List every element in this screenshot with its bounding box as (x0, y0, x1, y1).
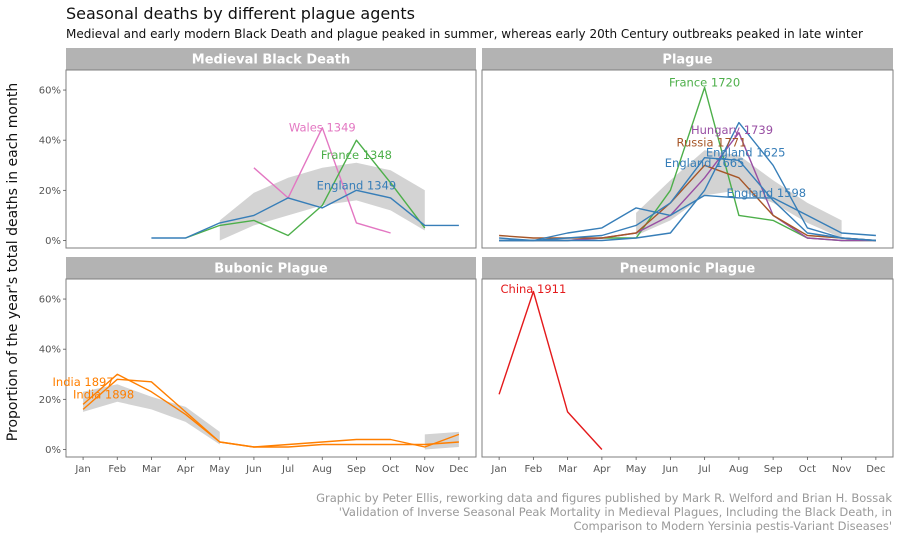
y-tick-label: 0% (45, 236, 61, 247)
chart-subtitle: Medieval and early modern Black Death an… (66, 27, 863, 41)
panel-plot-area (481, 278, 894, 458)
series-label-england-1625: England 1625 (706, 146, 786, 160)
x-tick-label: Jul (698, 464, 711, 475)
series-line-england-1665 (499, 121, 876, 242)
smoothed-range-ribbon (636, 150, 842, 238)
facet-strip (482, 48, 893, 70)
x-tick-label: Jun (662, 464, 679, 475)
x-tick-label: Oct (799, 464, 816, 475)
x-tick-label: Jan (74, 464, 90, 475)
series-label-wales-1349: Wales 1349 (289, 121, 356, 135)
series-line-wales-1349 (253, 126, 391, 234)
series-label-china-1911: China 1911 (501, 282, 567, 296)
series-label-england-1349: England 1349 (317, 178, 397, 192)
y-tick-label: 60% (39, 86, 61, 97)
facet-strip (66, 48, 476, 70)
x-tick-label: Mar (558, 464, 578, 475)
series-label-england-1598: England 1598 (726, 186, 806, 200)
series-label-england-1665: England 1665 (665, 156, 745, 170)
x-tick-label: Nov (832, 464, 852, 475)
smoothed-range-ribbon (219, 162, 425, 241)
series-line-india-1898 (82, 373, 460, 448)
caption: Graphic by Peter Ellis, reworking data a… (316, 491, 892, 533)
y-tick-label: 20% (39, 186, 61, 197)
caption-line-1: Graphic by Peter Ellis, reworking data a… (316, 491, 892, 505)
facet-strip (66, 257, 476, 279)
series-line-england-1349 (151, 189, 459, 239)
chart-title: Seasonal deaths by different plague agen… (66, 4, 415, 23)
x-tick-label: Feb (525, 464, 543, 475)
panel-plot-area (65, 278, 477, 458)
panel-medieval-black-death: Medieval Black Death Wales 1349 France 134… (39, 48, 477, 249)
facet-strip-label: Pneumonic Plague (620, 262, 756, 277)
y-tick-label: 20% (39, 395, 61, 406)
x-tick-label: Apr (177, 464, 195, 475)
x-tick-label: Apr (593, 464, 611, 475)
facet-strip-label: Bubonic Plague (214, 262, 328, 277)
facet-panels: Medieval Black Death Wales 1349 France 134… (39, 48, 894, 475)
x-tick-label: Mar (142, 464, 162, 475)
y-tick-label: 60% (39, 295, 61, 306)
x-tick-label: Jul (281, 464, 294, 475)
y-tick-label: 40% (39, 345, 61, 356)
y-tick-label: 0% (45, 445, 61, 456)
facet-strip (482, 257, 893, 279)
series-label-france-1348: France 1348 (321, 148, 392, 162)
series-label-india-1898: India 1898 (73, 387, 134, 401)
x-tick-label: Feb (108, 464, 126, 475)
y-tick-label: 40% (39, 136, 61, 147)
series-label-india-1897: India 1897 (53, 375, 114, 389)
x-tick-label: Dec (866, 464, 885, 475)
series-line-england-1598 (499, 194, 876, 242)
x-tick-label: Aug (312, 464, 332, 475)
x-tick-label: May (209, 464, 230, 475)
smoothed-range-ribbon (83, 384, 220, 445)
series-line-china-1911 (498, 290, 603, 450)
series-label-hungary-1739: Hungary 1739 (691, 123, 773, 137)
facet-strip-label: Plague (662, 53, 712, 68)
x-tick-label: Aug (729, 464, 749, 475)
series-line-india-1897 (82, 378, 459, 448)
x-tick-label: Nov (415, 464, 435, 475)
x-tick-label: Sep (764, 464, 783, 475)
series-label-france-1720: France 1720 (669, 76, 740, 90)
caption-line-3: Comparison to Modern Yersinia pestis-Var… (573, 519, 892, 533)
x-tick-label: May (626, 464, 647, 475)
series-line-england-1625 (499, 156, 876, 242)
facet-strip-label: Medieval Black Death (192, 53, 350, 68)
series-label-russia-1771: Russia 1771 (677, 136, 747, 150)
x-tick-label: Jan (490, 464, 506, 475)
caption-line-2: 'Validation of Inverse Seasonal Peak Mor… (339, 505, 892, 519)
x-tick-label: Oct (382, 464, 399, 475)
panel-pneumonic-plague: Pneumonic Plague China 1911 Jan Feb Mar Apr Ma… (481, 257, 894, 475)
x-tick-label: Jun (245, 464, 262, 475)
x-tick-label: Sep (347, 464, 366, 475)
y-axis-title: Proportion of the year's total deaths in… (5, 83, 21, 441)
x-tick-label: Dec (449, 464, 468, 475)
series-line-france-1348 (185, 139, 426, 239)
